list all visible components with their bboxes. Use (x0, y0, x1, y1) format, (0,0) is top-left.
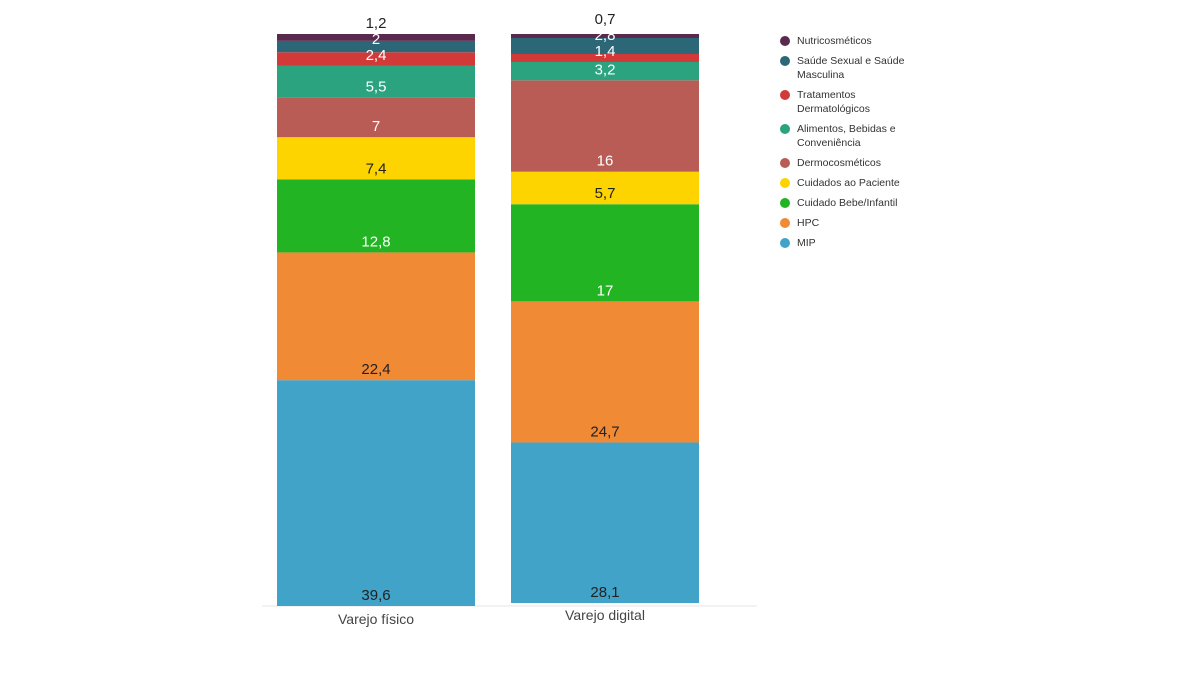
legend-label: MIP (797, 237, 816, 249)
bar-segment (511, 301, 699, 443)
data-label: 2 (372, 31, 380, 48)
data-label: 0,7 (595, 11, 616, 28)
bar-segment (511, 80, 699, 172)
bar-segment (511, 53, 699, 62)
bar-segment (511, 37, 699, 54)
data-label: 28,1 (590, 584, 619, 601)
data-label: 3,2 (595, 61, 616, 78)
legend-marker (780, 158, 790, 168)
data-label: 2,4 (366, 47, 387, 64)
legend-marker (780, 90, 790, 100)
data-label: 16 (597, 153, 614, 170)
x-tick-label: Varejo físico (338, 611, 414, 627)
data-label: 2,8 (595, 27, 616, 44)
legend-marker (780, 218, 790, 228)
data-label: 5,5 (366, 78, 387, 95)
legend-item: Nutricosméticos (780, 34, 920, 48)
bar-segment (277, 252, 475, 381)
legend-marker (780, 56, 790, 66)
legend-item: Dermocosméticos (780, 156, 920, 170)
legend-marker (780, 198, 790, 208)
bar-segment (277, 34, 475, 41)
bar-segment (277, 40, 475, 53)
bar-segment (277, 380, 475, 606)
data-label: 17 (597, 282, 614, 299)
legend-marker (780, 124, 790, 134)
data-label: 7 (372, 118, 380, 135)
legend-label: Nutricosméticos (797, 35, 872, 47)
legend-item: Cuidados ao Paciente (780, 176, 920, 190)
legend-item: Cuidado Bebe/Infantil (780, 196, 920, 210)
data-label: 1,4 (595, 43, 616, 60)
data-label: 22,4 (361, 361, 390, 378)
bar-segment (277, 179, 475, 253)
legend-marker (780, 178, 790, 188)
legend-item: Saúde Sexual e Saúde Masculina (780, 54, 920, 82)
legend-label: Tratamentos Dermatológicos (797, 89, 870, 115)
data-label: 7,4 (366, 160, 387, 177)
bar-segment (277, 65, 475, 98)
legend-marker (780, 238, 790, 248)
legend-item: MIP (780, 236, 920, 250)
bar-segment (277, 97, 475, 138)
legend-label: Cuidados ao Paciente (797, 177, 900, 189)
legend: Nutricosméticos Saúde Sexual e Saúde Masc… (780, 34, 920, 256)
data-label: 12,8 (361, 233, 390, 250)
x-tick-label: Varejo digital (565, 607, 645, 623)
bar-segment (511, 204, 699, 302)
data-label: 1,2 (366, 15, 387, 32)
legend-label: Alimentos, Bebidas e Conveniência (797, 123, 896, 149)
legend-label: Dermocosméticos (797, 157, 882, 169)
legend-marker (780, 36, 790, 46)
data-label: 5,7 (595, 185, 616, 202)
legend-item: Tratamentos Dermatológicos (780, 88, 920, 116)
data-label: 24,7 (590, 423, 619, 440)
legend-label: Saúde Sexual e Saúde Masculina (797, 55, 905, 81)
bar-segment (511, 442, 699, 603)
data-label: 39,6 (361, 587, 390, 604)
bar-segment (277, 52, 475, 66)
legend-label: Cuidado Bebe/Infantil (797, 197, 898, 209)
bar-segment (511, 34, 699, 38)
legend-item: Alimentos, Bebidas e Conveniência (780, 122, 920, 150)
bar-segment (511, 171, 699, 205)
legend-item: HPC (780, 216, 920, 230)
legend-label: HPC (797, 217, 820, 229)
bar-segment (277, 137, 475, 180)
bar-segment (511, 61, 699, 81)
